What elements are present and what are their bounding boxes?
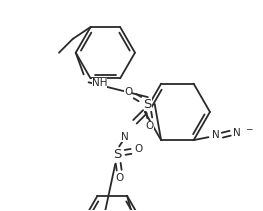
Text: O: O <box>146 121 154 131</box>
Text: O: O <box>124 87 132 97</box>
Text: S: S <box>144 97 152 111</box>
Text: N: N <box>211 130 219 140</box>
Text: N: N <box>121 132 129 142</box>
Text: NH: NH <box>92 78 107 88</box>
Text: N: N <box>233 128 241 138</box>
Text: O: O <box>135 144 143 154</box>
Text: −: − <box>245 124 253 133</box>
Text: O: O <box>115 173 123 183</box>
Text: S: S <box>113 148 122 161</box>
